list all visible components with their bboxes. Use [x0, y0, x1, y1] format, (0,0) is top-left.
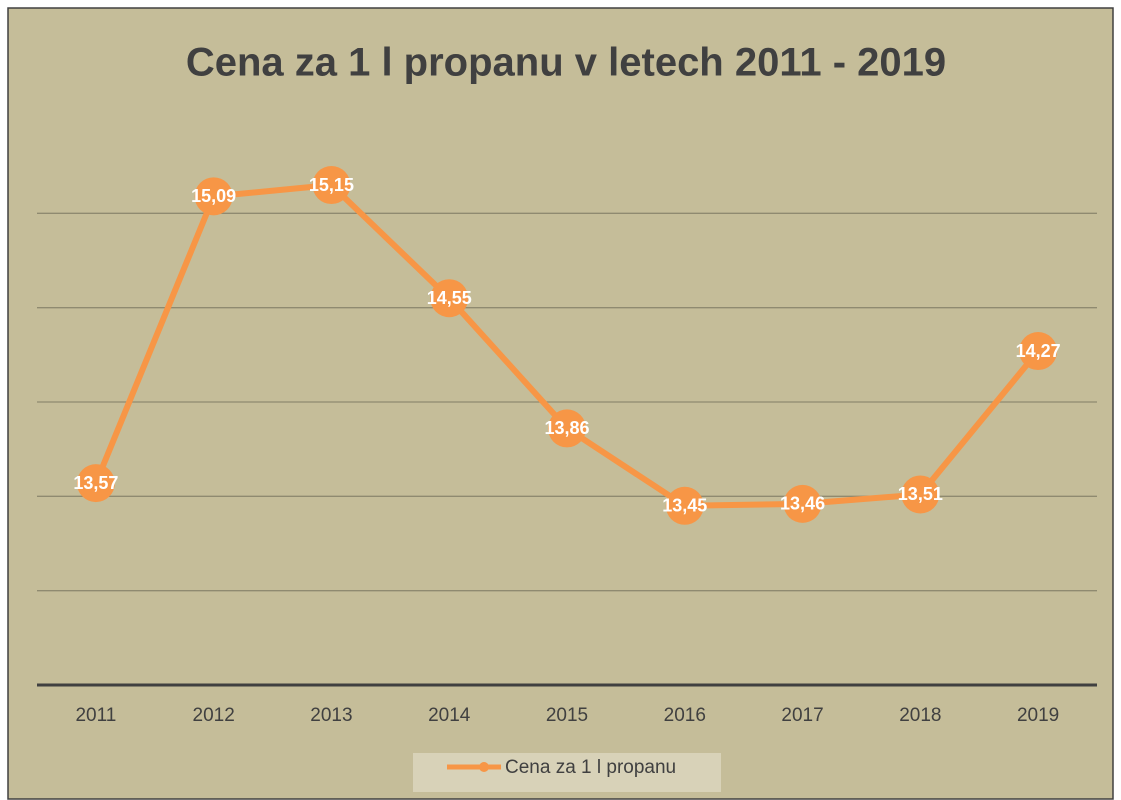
data-point	[665, 486, 704, 525]
x-tick-label: 2019	[1017, 705, 1059, 726]
data-point	[783, 484, 822, 523]
x-tick-label: 2011	[75, 705, 116, 726]
data-label: 13,45	[662, 496, 707, 516]
data-point	[1019, 332, 1058, 371]
x-tick-label: 2016	[664, 705, 706, 726]
chart-background	[7, 7, 1114, 800]
x-tick-label: 2014	[428, 705, 471, 726]
legend-label: Cena za 1 l propanu	[505, 757, 676, 778]
data-label: 14,27	[1016, 341, 1061, 361]
data-point	[312, 166, 351, 205]
data-point	[76, 464, 115, 503]
x-tick-label: 2017	[781, 705, 823, 726]
x-tick-label: 2018	[899, 705, 941, 726]
data-point	[548, 409, 586, 448]
data-label: 13,51	[898, 484, 943, 504]
x-tick-label: 2012	[193, 705, 235, 726]
data-label: 13,57	[73, 473, 118, 493]
x-tick-label: 2015	[546, 705, 588, 726]
data-label: 14,55	[427, 288, 472, 308]
legend-box	[413, 753, 721, 792]
data-label: 13,46	[780, 494, 825, 514]
legend-marker	[479, 762, 489, 772]
data-label: 13,86	[544, 418, 589, 438]
x-tick-label: 2013	[310, 705, 352, 726]
data-point	[430, 279, 469, 318]
data-label: 15,15	[309, 175, 354, 195]
data-point	[901, 475, 940, 514]
chart-title: Cena za 1 l propanu v letech 2011 - 2019	[186, 41, 946, 85]
data-label: 15,09	[191, 186, 236, 206]
data-point	[194, 177, 233, 216]
